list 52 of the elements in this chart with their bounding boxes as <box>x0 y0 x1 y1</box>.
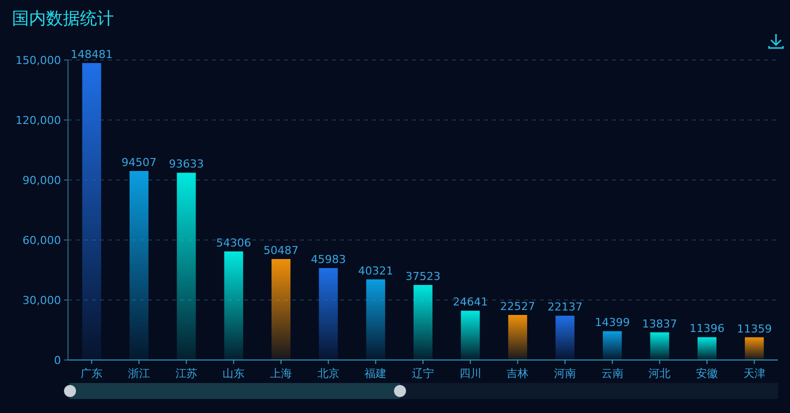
x-tick-label: 云南 <box>601 367 624 380</box>
bar <box>460 310 480 360</box>
x-tick-label: 浙江 <box>128 367 150 380</box>
data-label: 22527 <box>500 300 536 313</box>
x-tick-label: 江苏 <box>175 367 198 380</box>
bar <box>366 279 386 360</box>
data-label: 11359 <box>736 322 772 336</box>
y-tick-label: 0 <box>54 354 61 367</box>
bar <box>650 332 670 360</box>
bar <box>82 63 102 360</box>
bar <box>744 337 764 360</box>
x-tick-label: 辽宁 <box>412 367 434 380</box>
data-label: 50487 <box>264 244 298 258</box>
bar <box>602 331 622 360</box>
data-label: 13837 <box>642 317 678 330</box>
data-label: 93633 <box>168 158 204 171</box>
y-tick-label: 60,000 <box>22 234 61 247</box>
y-tick-label: 120,000 <box>16 114 61 127</box>
data-label: 14399 <box>594 316 630 330</box>
x-tick-label: 安徽 <box>696 367 718 380</box>
bar <box>698 337 716 360</box>
data-label: 45983 <box>310 253 346 266</box>
x-tick-label: 福建 <box>364 367 387 380</box>
data-label: 54306 <box>216 236 252 250</box>
data-label: 40321 <box>358 264 394 278</box>
x-tick-label: 河南 <box>554 367 576 380</box>
x-tick-label: 山东 <box>222 367 245 380</box>
y-tick-label: 150,000 <box>16 54 61 67</box>
bar <box>272 259 290 360</box>
x-tick-label: 河北 <box>648 367 671 380</box>
data-label: 94507 <box>122 156 156 169</box>
x-tick-label: 广东 <box>80 367 103 380</box>
x-tick-label: 北京 <box>317 367 340 380</box>
x-tick-label: 天津 <box>743 367 766 380</box>
x-tick-label: 四川 <box>459 367 482 380</box>
y-tick-label: 90,000 <box>22 174 61 187</box>
x-tick-label: 上海 <box>270 367 292 380</box>
bar <box>224 251 244 360</box>
bar <box>508 314 528 360</box>
data-label: 37523 <box>406 270 440 283</box>
data-label: 148481 <box>70 48 113 62</box>
bar <box>130 170 148 360</box>
x-tick-label: 吉林 <box>506 367 529 380</box>
data-label: 24641 <box>452 296 488 309</box>
bar <box>176 172 196 360</box>
chart-title: 国内数据统计 <box>12 9 114 29</box>
data-label: 11396 <box>690 322 724 336</box>
data-label: 22137 <box>548 300 582 314</box>
bar <box>318 268 338 360</box>
bar <box>414 284 432 360</box>
y-tick-label: 30,000 <box>22 294 61 307</box>
bar <box>556 316 574 360</box>
